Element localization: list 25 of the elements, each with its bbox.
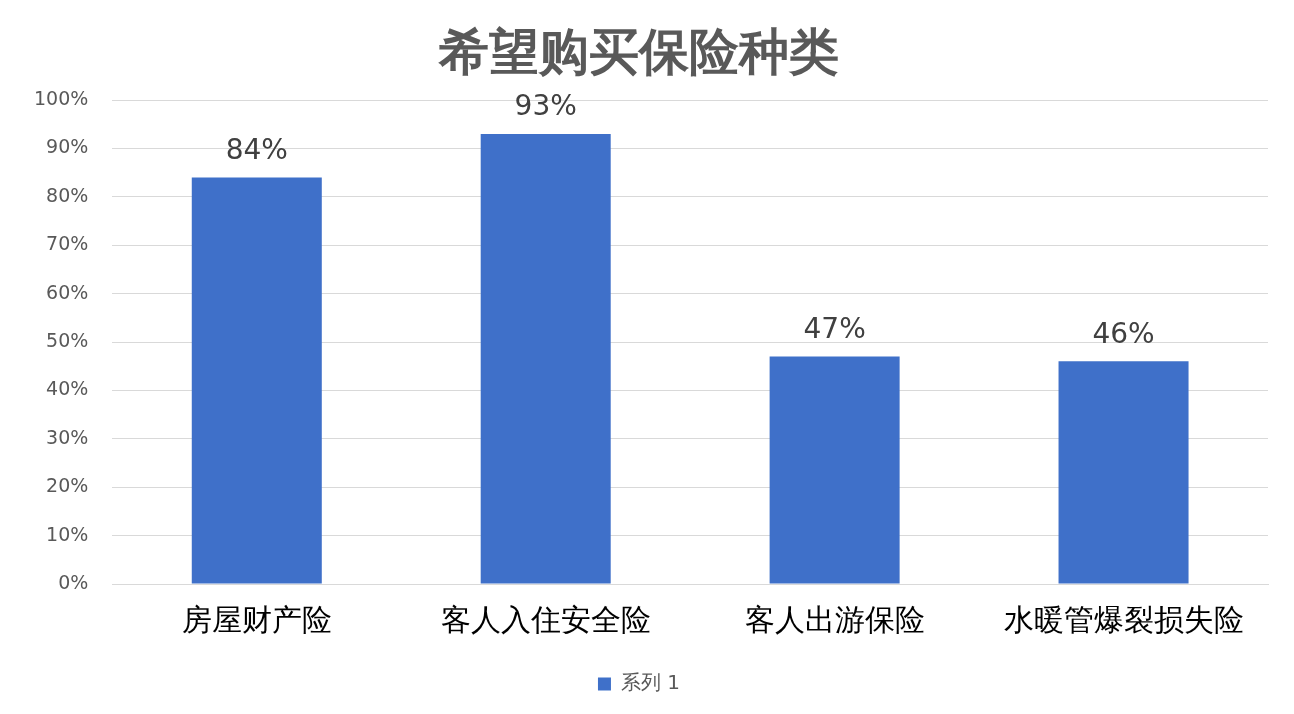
y-tick-label: 90% [46,135,89,158]
y-tick-label: 30% [46,425,89,448]
data-label: 84% [225,132,288,166]
x-tick-label: 房屋财产险 [181,601,332,637]
y-tick-label: 20% [46,474,89,497]
bar [191,177,322,584]
x-tick-label: 水暖管爆裂损失险 [1003,601,1244,637]
y-tick-label: 50% [46,328,89,351]
bar [480,133,611,584]
data-label: 46% [1092,316,1155,350]
x-tick-label: 客人入住安全险 [440,601,651,637]
y-tick-label: 0% [58,570,89,593]
chart-title: 希望购买保险种类 [438,22,839,81]
y-tick-label: 80% [46,183,89,206]
data-label: 93% [514,89,577,123]
y-tick-label: 100% [33,86,89,109]
x-tick-label: 客人出游保险 [744,601,925,637]
y-tick-label: 10% [46,522,89,545]
y-tick-label: 70% [46,232,89,255]
bar [769,356,900,584]
y-tick-label: 60% [46,280,89,303]
data-label: 47% [803,311,866,345]
bar [1058,361,1189,584]
y-tick-label: 40% [46,377,89,400]
legend-label: 系列 1 [620,670,681,695]
